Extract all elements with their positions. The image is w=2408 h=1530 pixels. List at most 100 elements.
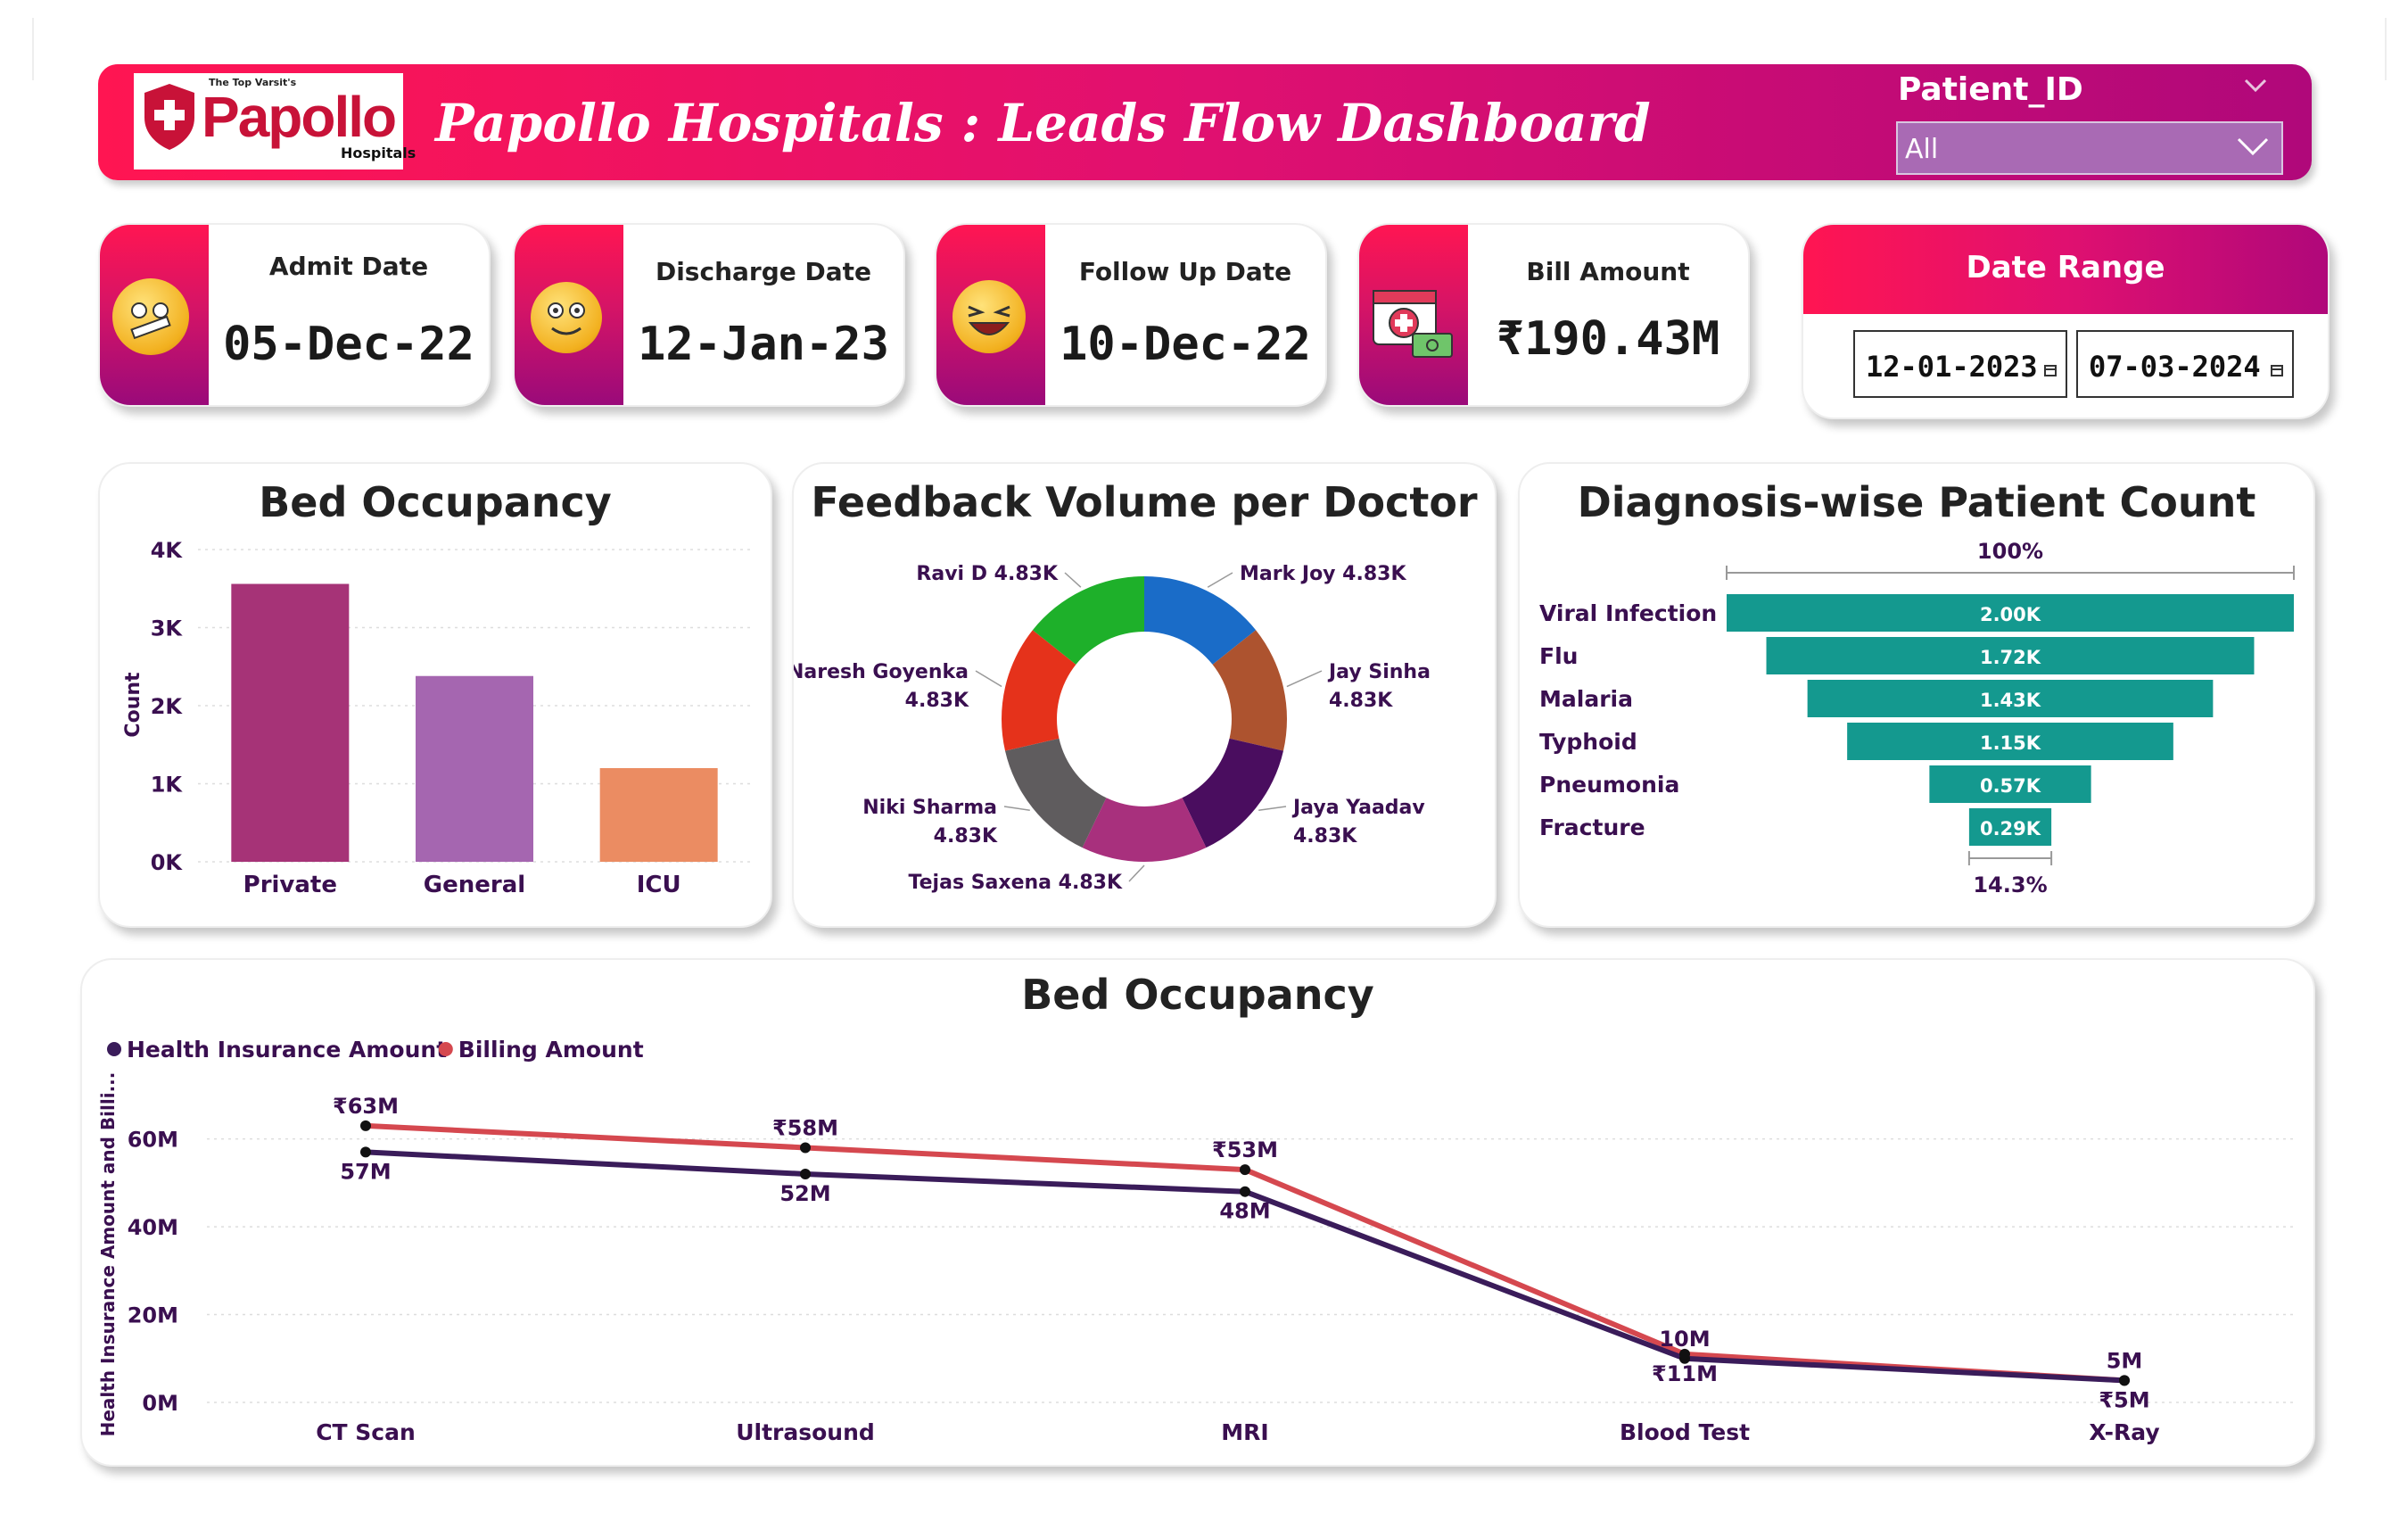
- funnel-value-label: 1.15K: [1980, 732, 2041, 754]
- date-range-start-input[interactable]: 12-01-2023: [1853, 330, 2067, 398]
- funnel-value-label: 1.43K: [1980, 690, 2041, 711]
- bar: [416, 675, 533, 862]
- bed-occupancy-chart: 0K 1K 2K 3K 4K Count Private General ICU: [122, 538, 751, 898]
- y-tick-label: 60M: [128, 1128, 178, 1153]
- chart-title: Feedback Volume per Doctor: [811, 478, 1478, 526]
- filter-chevron-icon[interactable]: [2244, 79, 2267, 93]
- legend-label: Billing Amount: [458, 1037, 644, 1063]
- funnel-bar: [1727, 594, 2294, 632]
- funnel-bar: [1929, 765, 2091, 803]
- happy-face-emoji-icon: [531, 282, 602, 353]
- data-point: [360, 1120, 371, 1131]
- funnel-value-label: 2.00K: [1980, 604, 2041, 625]
- chevron-down-icon: [2237, 137, 2269, 156]
- data-point: [2119, 1375, 2130, 1386]
- date-range-title: Date Range: [1966, 250, 2165, 285]
- funnel-bar: [1766, 637, 2255, 674]
- x-tick-label: Ultrasound: [736, 1419, 875, 1445]
- funnel-category-label: Fracture: [1539, 815, 1645, 840]
- chart-title: Bed Occupancy: [259, 478, 612, 526]
- kpi-label: Discharge Date: [655, 257, 872, 286]
- billing-line-card: Bed Occupancy 0M 20M 40M 60M Health Insuranc…: [80, 958, 2315, 1467]
- data-label: 52M: [779, 1181, 830, 1206]
- slice-value: 4.83K: [905, 690, 969, 712]
- donut-slice: [1002, 630, 1076, 751]
- kpi-label: Admit Date: [268, 252, 429, 281]
- chart-title: Bed Occupancy: [1021, 971, 1374, 1019]
- data-point: [800, 1169, 811, 1179]
- bed-occupancy-card: Bed Occupancy 0K 1K 2K 3K 4K Count Private Gene…: [98, 462, 772, 928]
- data-label: ₹63M: [333, 1094, 399, 1119]
- leader-line: [1003, 806, 1030, 811]
- bar: [231, 583, 350, 862]
- page-edge-right: [2385, 18, 2387, 80]
- x-tick-label: General: [424, 872, 525, 898]
- funnel-category-label: Typhoid: [1539, 729, 1637, 755]
- legend-label: Health Insurance Amount: [127, 1037, 447, 1063]
- leader-line: [975, 670, 1002, 688]
- leader-line: [1286, 670, 1323, 688]
- slice-value: 4.83K: [1329, 690, 1393, 712]
- funnel-category-label: Malaria: [1539, 686, 1633, 712]
- donut-slice: [1032, 576, 1144, 665]
- slice-label: Naresh Goyenka: [794, 661, 969, 683]
- date-range-end-input[interactable]: 07-03-2024: [2076, 330, 2294, 398]
- diagnosis-card: Diagnosis-wise Patient Count 100% 2.00K Vi…: [1518, 462, 2315, 928]
- patient-id-dropdown-value: All: [1905, 134, 1939, 165]
- kpi-card-discharge-date: Discharge Date 12-Jan-23: [513, 223, 905, 407]
- funnel-category-label: Pneumonia: [1539, 772, 1679, 798]
- diagnosis-funnel-chart: 100% 2.00K Viral Infection 1.72K Flu 1.43K Mal…: [1539, 539, 2295, 897]
- laughing-face-emoji-icon: [952, 280, 1026, 353]
- patient-id-dropdown[interactable]: All: [1896, 121, 2283, 175]
- kpi-label: Follow Up Date: [1078, 257, 1292, 286]
- x-tick-label: CT Scan: [316, 1419, 416, 1445]
- funnel-top-percent: 100%: [1977, 539, 2043, 564]
- kpi-value: 12-Jan-23: [638, 318, 889, 371]
- x-tick-label: Blood Test: [1620, 1419, 1750, 1445]
- funnel-value-label: 0.57K: [1980, 775, 2041, 797]
- funnel-category-label: Flu: [1539, 643, 1578, 669]
- x-tick-label: Private: [243, 872, 337, 898]
- funnel-bar: [1968, 808, 2052, 846]
- data-point: [800, 1142, 811, 1154]
- logo-tagline: The Top Varsit's: [209, 77, 297, 88]
- data-label: 48M: [1219, 1199, 1270, 1224]
- date-range-end-value: 07-03-2024: [2089, 350, 2261, 384]
- y-axis-label: Health Insurance Amount and Billi...: [97, 1072, 119, 1437]
- calendar-icon[interactable]: [2044, 364, 2057, 376]
- y-tick-label: 3K: [151, 616, 184, 641]
- slice-label: Tejas Saxena 4.83K: [909, 872, 1123, 894]
- medical-bill-icon: [1373, 290, 1453, 358]
- billing-line-chart: 0M 20M 40M 60M Health Insurance Amount and B…: [97, 1037, 2294, 1445]
- donut-slice: [1212, 630, 1287, 751]
- feedback-volume-card: Feedback Volume per Doctor Mark Joy 4.83…: [792, 462, 1497, 928]
- patient-id-filter-label: Patient_ID: [1898, 71, 2083, 108]
- x-tick-label: MRI: [1221, 1419, 1268, 1445]
- chart-title: Diagnosis-wise Patient Count: [1577, 478, 2256, 526]
- data-label: ₹53M: [1212, 1137, 1278, 1162]
- data-label: 57M: [340, 1159, 391, 1184]
- donut-slice: [1005, 738, 1107, 848]
- y-tick-label: 1K: [151, 773, 184, 798]
- leader-line: [1128, 864, 1145, 882]
- y-tick-label: 20M: [128, 1303, 178, 1328]
- logo: The Top Varsit's Papollo Hospitals: [134, 73, 416, 170]
- slice-value: 4.83K: [934, 825, 998, 848]
- legend-marker: [107, 1042, 121, 1056]
- sick-face-emoji-icon: [112, 278, 189, 355]
- x-tick-label: ICU: [637, 872, 681, 898]
- donut-slice: [1082, 798, 1207, 862]
- y-axis-label: Count: [122, 672, 144, 738]
- calendar-icon[interactable]: [2271, 364, 2283, 376]
- data-label: 10M: [1659, 1327, 1710, 1352]
- dashboard-title: Papollo Hospitals : Leads Flow Dashboard: [435, 93, 1651, 153]
- legend-marker: [438, 1042, 453, 1056]
- kpi-card-admit-date: Admit Date 05-Dec-22: [98, 223, 491, 407]
- shield-cross-icon: [144, 84, 194, 150]
- slice-label: Niki Sharma: [862, 797, 997, 819]
- date-range-card: Date Range 12-01-2023 07-03-2024: [1802, 223, 2330, 419]
- funnel-bottom-percent: 14.3%: [1973, 873, 2047, 897]
- bar: [599, 768, 718, 862]
- data-label: ₹58M: [772, 1115, 838, 1140]
- feedback-donut-chart: Mark Joy 4.83K Jay Sinha 4.83K Jaya Yaadav 4…: [794, 563, 1431, 894]
